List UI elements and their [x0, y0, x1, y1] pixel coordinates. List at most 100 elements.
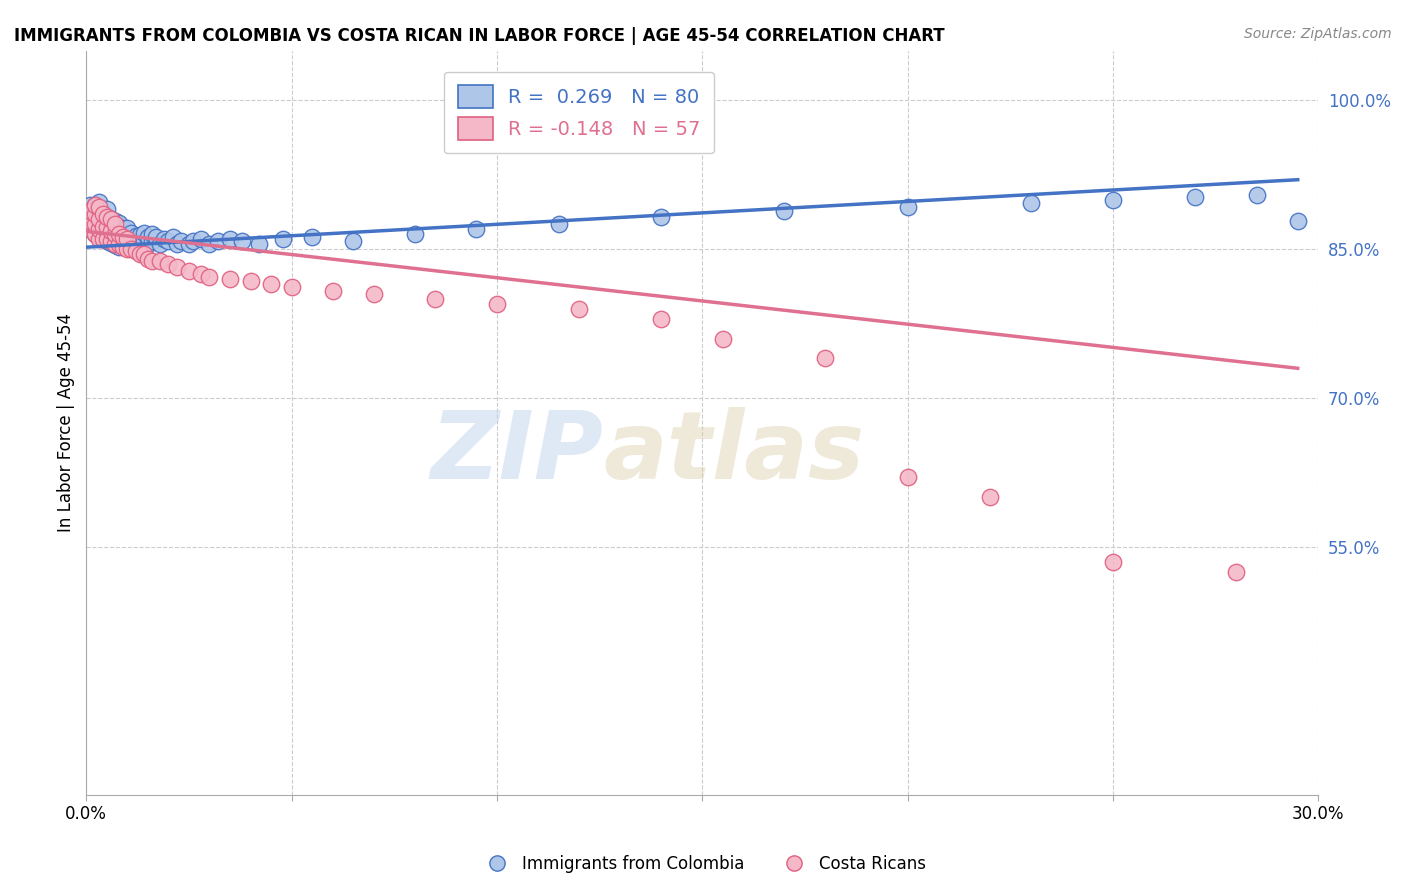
Point: [83, 218, 105, 232]
Legend: Immigrants from Colombia, Costa Ricans: Immigrants from Colombia, Costa Ricans: [474, 848, 932, 880]
Point: [121, 234, 143, 248]
Point: [124, 237, 146, 252]
Point: [425, 292, 447, 306]
Point: [112, 230, 135, 244]
Point: [198, 270, 221, 285]
Point: [136, 237, 159, 252]
Point: [485, 297, 508, 311]
Point: [239, 274, 262, 288]
Point: [96, 232, 118, 246]
Point: [132, 247, 155, 261]
Point: [117, 221, 139, 235]
Point: [132, 227, 155, 241]
Point: [181, 234, 204, 248]
Point: [96, 227, 118, 241]
Point: [83, 197, 105, 211]
Point: [79, 204, 101, 219]
Point: [96, 211, 118, 225]
Point: [207, 234, 229, 248]
Point: [91, 224, 114, 238]
Point: [100, 212, 122, 227]
Point: [153, 232, 176, 246]
Y-axis label: In Labor Force | Age 45-54: In Labor Force | Age 45-54: [58, 313, 75, 533]
Point: [108, 240, 131, 254]
Point: [1225, 565, 1247, 579]
Point: [83, 207, 105, 221]
Point: [260, 277, 283, 291]
Text: IMMIGRANTS FROM COLOMBIA VS COSTA RICAN IN LABOR FORCE | AGE 45-54 CORRELATION C: IMMIGRANTS FROM COLOMBIA VS COSTA RICAN …: [14, 27, 945, 45]
Point: [79, 214, 101, 228]
Point: [280, 280, 302, 294]
Point: [141, 227, 163, 242]
Point: [100, 212, 122, 227]
Point: [100, 220, 122, 235]
Legend: R =  0.269   N = 80, R = -0.148   N = 57: R = 0.269 N = 80, R = -0.148 N = 57: [444, 71, 714, 153]
Point: [91, 220, 114, 235]
Point: [132, 234, 155, 248]
Point: [465, 222, 488, 236]
Point: [198, 237, 221, 252]
Point: [91, 206, 114, 220]
Point: [301, 230, 323, 244]
Point: [104, 214, 127, 228]
Point: [87, 201, 110, 215]
Point: [149, 237, 172, 252]
Point: [83, 227, 105, 242]
Point: [100, 236, 122, 251]
Point: [117, 229, 139, 244]
Point: [711, 331, 734, 345]
Point: [96, 202, 118, 217]
Point: [568, 301, 591, 316]
Point: [190, 232, 212, 246]
Point: [547, 218, 569, 232]
Point: [897, 470, 920, 484]
Point: [104, 227, 127, 242]
Point: [96, 219, 118, 233]
Point: [136, 230, 159, 244]
Point: [128, 247, 150, 261]
Point: [112, 237, 135, 252]
Point: [108, 237, 131, 252]
Point: [108, 227, 131, 242]
Point: [104, 237, 127, 252]
Text: ZIP: ZIP: [430, 407, 603, 499]
Point: [219, 232, 242, 246]
Point: [136, 252, 159, 266]
Point: [100, 234, 122, 248]
Point: [87, 232, 110, 246]
Point: [79, 222, 101, 236]
Point: [91, 232, 114, 246]
Point: [170, 234, 193, 248]
Point: [79, 212, 101, 227]
Point: [128, 228, 150, 243]
Point: [83, 227, 105, 242]
Point: [1102, 193, 1125, 207]
Point: [1102, 555, 1125, 569]
Point: [87, 194, 110, 209]
Point: [404, 227, 426, 242]
Point: [91, 216, 114, 230]
Point: [157, 257, 180, 271]
Point: [83, 207, 105, 221]
Point: [124, 244, 146, 259]
Point: [141, 254, 163, 268]
Point: [87, 212, 110, 227]
Point: [342, 234, 364, 248]
Point: [87, 230, 110, 244]
Point: [177, 237, 200, 252]
Point: [162, 230, 184, 244]
Point: [814, 351, 837, 366]
Point: [979, 491, 1001, 505]
Point: [91, 232, 114, 246]
Point: [273, 232, 295, 246]
Point: [145, 230, 167, 244]
Point: [83, 197, 105, 211]
Text: atlas: atlas: [603, 407, 865, 499]
Point: [177, 264, 200, 278]
Point: [91, 207, 114, 221]
Point: [108, 216, 131, 230]
Point: [166, 260, 188, 274]
Point: [96, 234, 118, 248]
Point: [79, 197, 101, 211]
Point: [112, 221, 135, 235]
